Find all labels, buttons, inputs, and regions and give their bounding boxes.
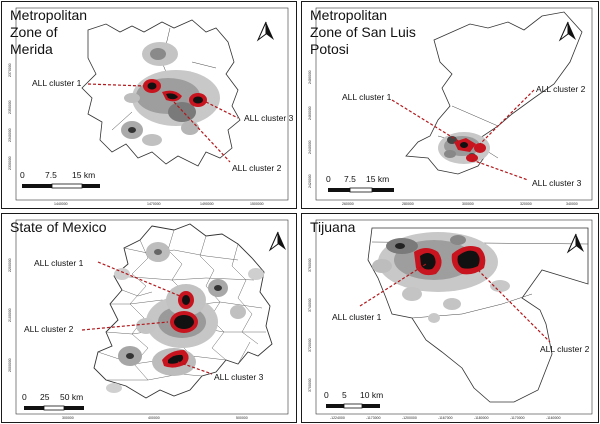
- north-arrow-icon: [268, 231, 286, 252]
- panel-title: State of Mexico: [10, 219, 107, 235]
- x-tick: -1173000: [366, 416, 381, 420]
- merida-clusters: [143, 79, 207, 107]
- map-panel-state-of-mexico: State of Mexico ALL cluster 1 ALL cluste…: [1, 213, 297, 423]
- slp-map: [315, 7, 593, 201]
- y-tick: 2200000: [8, 258, 12, 272]
- y-tick: 3700000: [308, 378, 312, 392]
- y-tick: 2350000: [8, 100, 12, 114]
- x-tick: 300000: [462, 202, 474, 206]
- merida-scale-bar: [22, 183, 100, 189]
- x-tick: 400000: [148, 416, 160, 420]
- y-tick: 2440000: [308, 140, 312, 154]
- slp-clusters: [454, 138, 486, 162]
- panel-title: Metropolitan Zone of San Luis Potosi: [310, 7, 416, 57]
- y-tick: 2370000: [8, 63, 12, 77]
- tijuana-scale-bar: [326, 403, 380, 409]
- y-tick: 2420000: [308, 174, 312, 188]
- x-tick: 1500000: [250, 202, 264, 206]
- x-tick: -1170000: [510, 416, 525, 420]
- cluster-label: ALL cluster 3: [244, 113, 294, 123]
- x-tick: 1470000: [147, 202, 161, 206]
- cluster-label: ALL cluster 2: [540, 344, 590, 354]
- cluster-label: ALL cluster 2: [536, 84, 586, 94]
- x-tick: -1180000: [474, 416, 489, 420]
- x-tick: 260000: [342, 202, 354, 206]
- merida-map: [15, 7, 289, 201]
- x-tick: 1490000: [200, 202, 214, 206]
- x-tick: -1167000: [438, 416, 453, 420]
- y-tick: 3760000: [308, 258, 312, 272]
- x-tick: 320000: [520, 202, 532, 206]
- slp-cluster-2: [474, 143, 486, 153]
- panel-title: Metropolitan Zone of Merida: [10, 7, 88, 57]
- cluster-label: ALL cluster 1: [32, 78, 82, 88]
- edomex-map: [15, 219, 289, 415]
- y-tick: 2000000: [8, 358, 12, 372]
- scale-labels: 0 5 10 km: [324, 390, 384, 400]
- x-tick: 500000: [236, 416, 248, 420]
- x-tick: -1200000: [402, 416, 417, 420]
- north-arrow-icon: [566, 233, 584, 254]
- edomex-clusters: [162, 291, 198, 368]
- map-panel-san-luis-potosi: Metropolitan Zone of San Luis Potosi ALL…: [301, 1, 599, 209]
- scale-labels: 0 7.5 15 km: [20, 170, 96, 180]
- x-tick: 280000: [402, 202, 414, 206]
- cluster-label: ALL cluster 1: [332, 312, 382, 322]
- y-tick: 2340000: [8, 128, 12, 142]
- cluster-label: ALL cluster 1: [34, 258, 84, 268]
- map-panel-tijuana: Tijuana ALL cluster 1 ALL cluster 2 0 5 …: [301, 213, 599, 423]
- y-tick: 2480000: [308, 70, 312, 84]
- y-tick: 2330000: [8, 156, 12, 170]
- map-panel-merida: Metropolitan Zone of Merida ALL cluster …: [1, 1, 297, 209]
- north-arrow-icon: [256, 21, 274, 42]
- x-tick: -1160000: [546, 416, 561, 420]
- cluster-label: ALL cluster 3: [532, 178, 582, 188]
- cluster-label: ALL cluster 2: [232, 163, 282, 173]
- y-tick: 2460000: [308, 106, 312, 120]
- cluster-label: ALL cluster 1: [342, 92, 392, 102]
- x-tick: 1440000: [54, 202, 68, 206]
- x-tick: 340000: [566, 202, 578, 206]
- slp-scale-bar: [328, 187, 394, 193]
- x-tick: -1224000: [330, 416, 345, 420]
- x-tick: 300000: [62, 416, 74, 420]
- edomex-scale-bar: [24, 405, 84, 411]
- scale-labels: 0 7.5 15 km: [326, 174, 390, 184]
- north-arrow-icon: [558, 21, 576, 42]
- cluster-label: ALL cluster 2: [24, 324, 74, 334]
- y-tick: 3740000: [308, 298, 312, 312]
- cluster-label: ALL cluster 3: [214, 372, 264, 382]
- panel-title: Tijuana: [310, 219, 356, 235]
- tijuana-map: [315, 219, 593, 415]
- scale-labels: 0 25 50 km: [22, 392, 84, 402]
- y-tick: 3720000: [308, 338, 312, 352]
- y-tick: 2100000: [8, 308, 12, 322]
- slp-cluster-3: [466, 154, 478, 162]
